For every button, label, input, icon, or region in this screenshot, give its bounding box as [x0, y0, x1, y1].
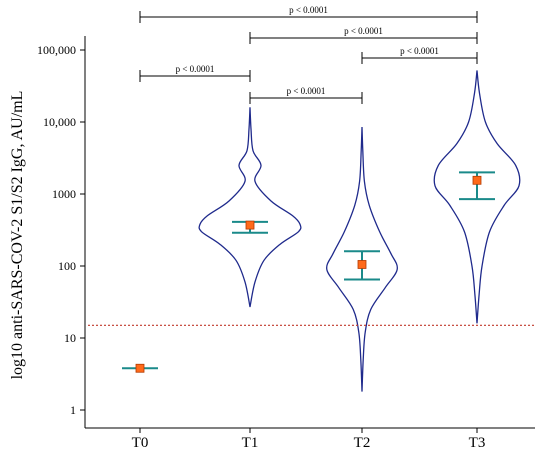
bracket-T0-T3: p < 0.0001 — [139, 5, 478, 23]
y-tick-label: 1000 — [52, 187, 76, 201]
median-marker-T3 — [472, 175, 482, 185]
p-value-label: p < 0.0001 — [176, 64, 215, 74]
significance-brackets: p < 0.0001 p < 0.0001 p < 0.0001 p < 0.0001… — [139, 5, 478, 104]
violins — [198, 70, 521, 392]
violin-T1 — [198, 107, 302, 308]
y-tick-label: 1 — [70, 403, 76, 417]
median-marker-T1 — [245, 220, 255, 230]
bracket-T0-T1: p < 0.0001 — [139, 64, 251, 82]
axes — [84, 36, 535, 429]
x-tick-label-T1: T1 — [242, 435, 259, 449]
median-marker-T2 — [357, 260, 367, 269]
y-tick-label: 10,000 — [43, 115, 76, 129]
median-marker-T0 — [135, 363, 145, 373]
x-tick-label-T0: T0 — [132, 435, 149, 449]
p-value-label: p < 0.0001 — [400, 46, 439, 56]
y-tick-label: 100 — [58, 259, 76, 273]
summary-marks — [122, 171, 495, 373]
bracket-T2-T3: p < 0.0001 — [361, 46, 478, 64]
bracket-T1-T3: p < 0.0001 — [249, 26, 478, 44]
violin-T3 — [433, 70, 521, 324]
x-tick-label-T3: T3 — [469, 435, 486, 449]
y-tick-label: 10 — [64, 331, 76, 345]
p-value-label: p < 0.0001 — [289, 5, 328, 15]
y-tick-label: 100,000 — [37, 43, 76, 57]
violin-T2 — [326, 127, 398, 392]
p-value-label: p < 0.0001 — [344, 26, 383, 36]
bracket-T1-T2: p < 0.0001 — [249, 86, 363, 104]
p-value-label: p < 0.0001 — [287, 86, 326, 96]
y-ticks: 1 10 100 1000 10,000 100,000 — [37, 43, 85, 417]
y-axis-label: log10 anti-SARS-COV-2 S1/S2 IgG, AU/mL — [9, 91, 26, 380]
x-ticks: T0 T1 T2 T3 — [132, 428, 486, 449]
x-tick-label-T2: T2 — [354, 435, 371, 449]
